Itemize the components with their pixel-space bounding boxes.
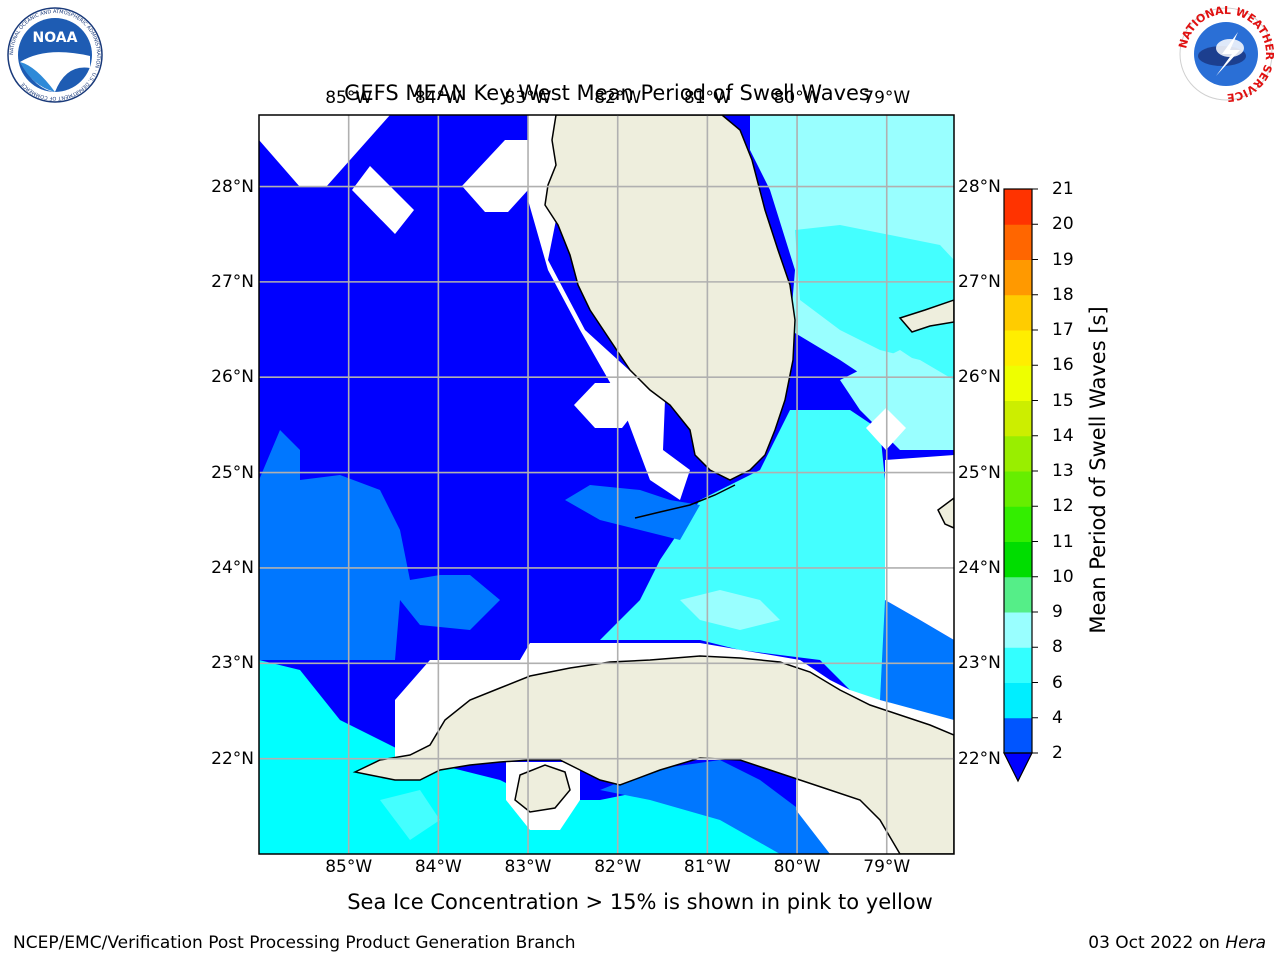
colorbar-under-extension [1003, 752, 1033, 783]
cuba-land [352, 655, 954, 854]
swell-fill-6-8 [600, 410, 885, 700]
colorbar-tick-label: 13 [1052, 461, 1074, 481]
colorbar-tick-label: 19 [1052, 249, 1074, 270]
colorbar-tick-label: 18 [1052, 284, 1074, 305]
colorbar-segment [1004, 224, 1032, 260]
colorbar-tick-label: 9 [1052, 602, 1063, 622]
colorbar-segment [1004, 259, 1032, 296]
lon-tick-label: 80°W [773, 857, 821, 877]
lon-tick-label: 81°W [683, 88, 731, 108]
colorbar-tick-label: 20 [1052, 214, 1074, 235]
map-frame [258, 114, 955, 855]
swell-fill-8-9 [680, 590, 780, 630]
title-line-1: GEFS MEAN Key West Mean Period of Swell … [344, 81, 870, 105]
lon-tick-label: 79°W [863, 857, 911, 877]
colorbar-tick-label: 2 [1052, 743, 1063, 763]
swell-fill-8-9 [840, 350, 954, 450]
lat-tick-label: 28°N [958, 176, 1001, 197]
lon-tick-label: 82°W [594, 88, 642, 108]
no-data-patch [352, 166, 414, 234]
graticule [259, 115, 954, 854]
colorbar-segment [1004, 365, 1032, 401]
colorbar-tick-label: 10 [1052, 566, 1074, 587]
colorbar-tick-label: 4 [1052, 707, 1063, 728]
lon-tick-label: 83°W [504, 857, 552, 877]
lon-tick-label: 79°W [863, 88, 911, 108]
footer-branch: NCEP/EMC/Verification Post Processing Pr… [13, 933, 576, 953]
colorbar-label: Mean Period of Swell Waves [s] [1086, 306, 1110, 634]
nws-logo-icon: NATIONAL WEATHER SERVICE [1178, 6, 1274, 102]
swell-fill-2-4 [600, 760, 860, 854]
colorbar-tick-label: 21 [1052, 179, 1074, 199]
bahamas-land [898, 299, 954, 333]
colorbar-tick-label: 14 [1052, 425, 1074, 446]
colorbar-tick-label: 6 [1052, 672, 1063, 693]
colorbar-tick-label: 12 [1052, 496, 1074, 517]
lat-tick-label: 26°N [958, 367, 1001, 388]
colorbar-segment [1004, 189, 1032, 225]
lat-tick-label: 26°N [211, 367, 254, 388]
map-area [259, 115, 954, 854]
no-data-patch [462, 140, 528, 212]
lon-tick-label: 83°W [504, 88, 552, 108]
bahamas-land [937, 497, 954, 529]
swell-fill-2-4 [259, 430, 500, 660]
lat-tick-label: 27°N [958, 271, 1001, 292]
footer-host: Hera [1225, 933, 1266, 953]
colorbar-segment [1004, 541, 1032, 578]
lon-tick-label: 81°W [683, 857, 731, 877]
no-data-patch [528, 115, 690, 500]
noaa-logo-icon: NOAA NATIONAL OCEANIC AND ATMOSPHERIC AD… [7, 7, 103, 103]
footer-date: 03 Oct 2022 on Hera [1088, 933, 1266, 953]
colorbar-segment [1004, 471, 1032, 507]
colorbar-segment [1004, 294, 1032, 331]
lat-tick-label: 25°N [211, 462, 254, 483]
colorbar-segment [1004, 647, 1032, 683]
colorbar-segment [1004, 400, 1032, 437]
swell-fill-6-8 [795, 225, 954, 380]
colorbar-segment [1004, 576, 1032, 613]
lat-tick-label: 28°N [211, 176, 254, 197]
florida-land [544, 115, 796, 481]
florida-keys [634, 484, 736, 519]
colorbar-segment [1004, 682, 1032, 719]
lon-tick-label: 84°W [414, 88, 462, 108]
lat-tick-label: 27°N [211, 271, 254, 292]
lat-tick-label: 22°N [958, 748, 1001, 769]
lat-tick-label: 25°N [958, 462, 1001, 483]
lat-tick-label: 23°N [211, 653, 254, 674]
colorbar [1003, 188, 1038, 783]
colorbar-tick-label: 16 [1052, 355, 1074, 376]
colorbar-tick-label: 11 [1052, 531, 1074, 552]
lon-tick-label: 82°W [594, 857, 642, 877]
lat-tick-label: 24°N [211, 557, 254, 578]
noaa-logo-text: NOAA [33, 30, 78, 46]
colorbar-segment [1004, 717, 1032, 754]
swell-fill-2-4 [880, 600, 954, 720]
lon-tick-label: 85°W [325, 857, 373, 877]
lon-tick-label: 84°W [414, 857, 462, 877]
lat-tick-label: 23°N [958, 653, 1001, 674]
sea-ice-note: Sea Ice Concentration > 15% is shown in … [347, 890, 933, 914]
colorbar-tick-label: 15 [1052, 390, 1074, 411]
colorbar-segment [1004, 330, 1032, 366]
colorbar-segment [1004, 435, 1032, 472]
footer-date-text: 03 Oct 2022 on [1088, 933, 1226, 953]
lat-tick-label: 24°N [958, 557, 1001, 578]
no-data-patch [259, 115, 390, 187]
no-data-patch [885, 455, 954, 640]
colorbar-tick-label: 8 [1052, 637, 1063, 658]
colorbar-tick-label: 17 [1052, 320, 1074, 340]
colorbar-segment [1004, 612, 1032, 648]
lon-tick-label: 80°W [773, 88, 821, 108]
swell-fill-2-4 [565, 485, 700, 540]
lat-tick-label: 22°N [211, 748, 254, 769]
colorbar-segment [1004, 506, 1032, 542]
swell-fill-6-8 [380, 790, 440, 840]
lon-tick-label: 85°W [325, 88, 373, 108]
